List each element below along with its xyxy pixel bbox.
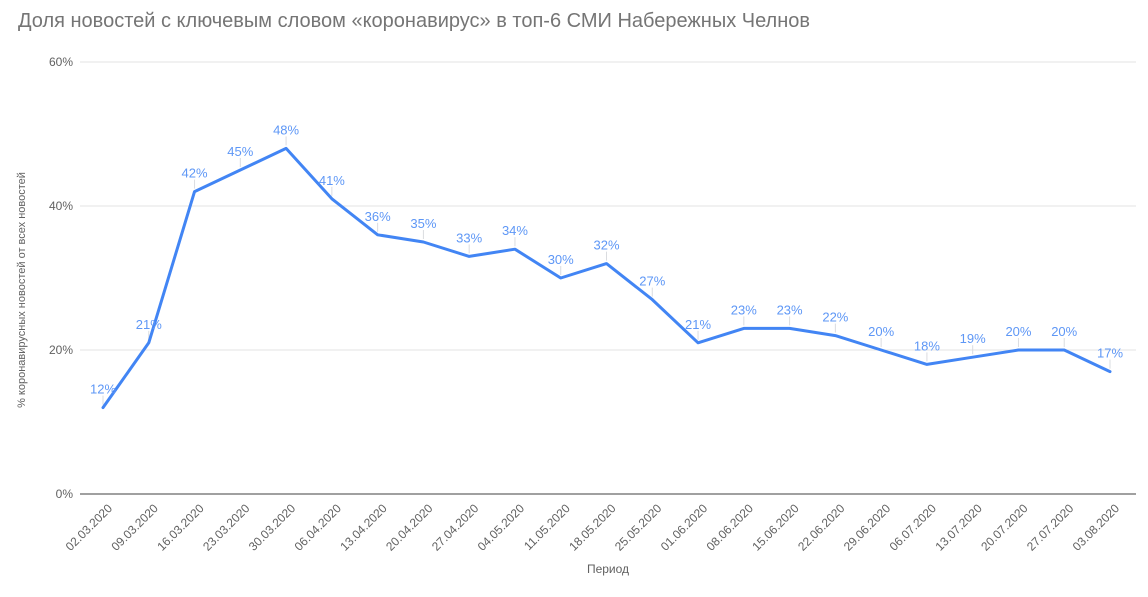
x-tick-label: 18.05.2020 [566,501,619,554]
x-tick-label: 11.05.2020 [521,501,573,553]
x-tick-label: 16.03.2020 [154,501,207,554]
data-label: 42% [182,166,208,181]
x-tick-label: 03.08.2020 [1070,501,1123,554]
data-label: 18% [914,338,940,353]
chart-title: Доля новостей с ключевым словом «коронав… [18,10,811,32]
x-axis-title: Период [586,562,630,576]
data-label: 41% [319,173,345,188]
y-tick-label: 0% [56,487,74,501]
data-label: 23% [777,302,803,317]
data-label: 17% [1097,346,1123,361]
x-tick-label: 09.03.2020 [109,501,162,554]
x-tick-label: 22.06.2020 [795,501,848,554]
data-label: 30% [548,252,574,267]
y-tick-label: 40% [49,199,73,213]
x-tick-label: 30.03.2020 [246,501,299,554]
data-label: 20% [868,324,894,339]
y-axis-title: % коронавирусных новостей от всех новост… [16,172,28,408]
x-tick-label: 27.07.2020 [1024,501,1077,554]
x-tick-label: 02.03.2020 [63,501,116,554]
data-label: 21% [136,317,162,332]
data-label: 34% [502,223,528,238]
data-label: 36% [365,209,391,224]
data-label: 20% [1005,324,1031,339]
data-label: 19% [960,331,986,346]
data-label: 27% [639,274,665,289]
data-label: 22% [822,310,848,325]
x-tick-label: 01.06.2020 [658,501,711,554]
data-label: 32% [593,238,619,253]
y-tick-label: 20% [49,343,73,357]
x-tick-label: 04.05.2020 [475,501,528,554]
series-line[interactable] [101,146,1112,410]
y-tick-label: 60% [49,55,73,69]
x-tick-label: 15.06.2020 [749,501,802,554]
data-label: 23% [731,302,757,317]
x-tick-label: 13.07.2020 [932,501,985,554]
x-tick-label: 13.04.2020 [337,501,390,554]
data-label: 35% [410,216,436,231]
x-tick-label: 08.06.2020 [704,501,757,554]
x-tick-label: 25.05.2020 [612,501,665,554]
x-tick-label: 06.07.2020 [887,501,940,554]
data-label: 45% [227,144,253,159]
x-tick-label: 27.04.2020 [429,501,482,554]
x-tick-label: 06.04.2020 [292,501,345,554]
x-tick-label: 23.03.2020 [200,501,253,554]
data-label: 21% [685,317,711,332]
data-label: 12% [90,382,116,397]
x-tick-label: 20.07.2020 [978,501,1031,554]
data-label: 33% [456,230,482,245]
x-tick-label: 20.04.2020 [383,501,436,554]
x-tick-label: 29.06.2020 [841,501,894,554]
data-label: 20% [1051,324,1077,339]
data-label: 48% [273,122,299,137]
